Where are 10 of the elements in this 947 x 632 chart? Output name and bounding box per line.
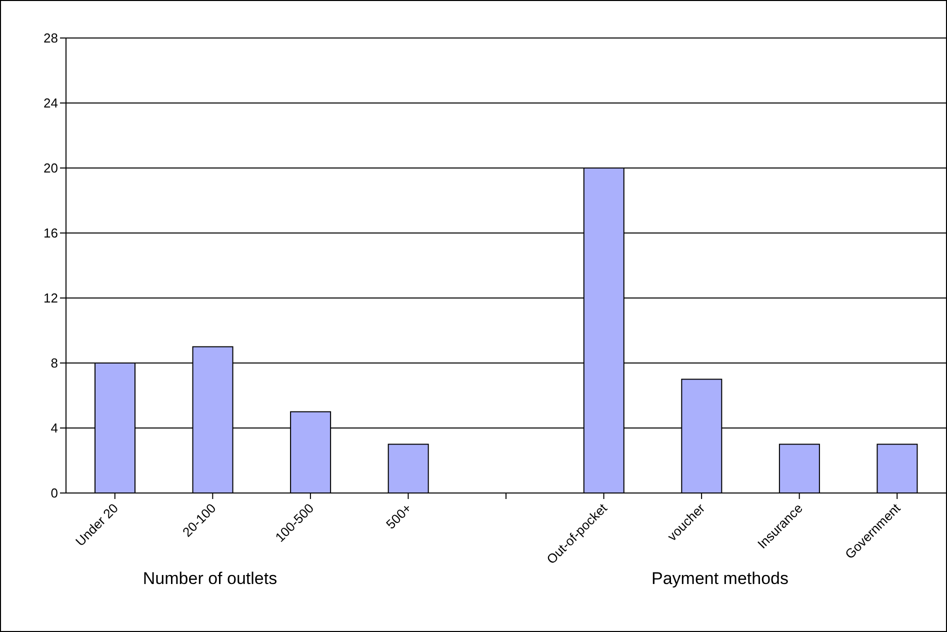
y-tick-label: 28 bbox=[44, 30, 58, 46]
y-tick-label: 20 bbox=[44, 160, 58, 176]
y-tick-label: 0 bbox=[50, 486, 58, 501]
y-tick-label: 16 bbox=[44, 226, 58, 241]
y-tick-label: 24 bbox=[44, 96, 58, 111]
y-tick-label: 12 bbox=[44, 290, 58, 306]
text: Payment methods bbox=[650, 569, 790, 589]
y-tick-label: 4 bbox=[50, 420, 58, 436]
y-tick-label: 8 bbox=[50, 356, 58, 371]
text: Number of outlets bbox=[142, 569, 278, 589]
